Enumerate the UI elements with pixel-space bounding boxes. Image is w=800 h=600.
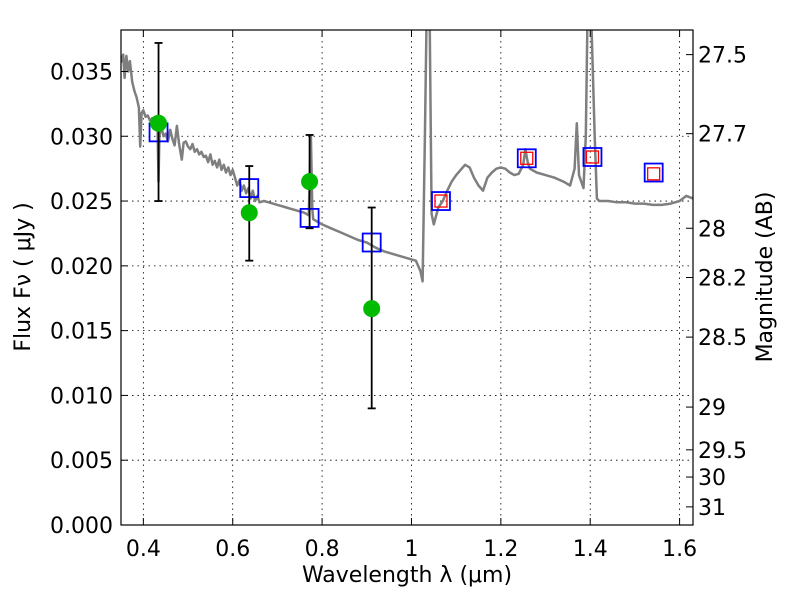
y2-tick-label: 28 — [698, 217, 726, 242]
predicted-square — [585, 150, 600, 164]
y2-axis-label: Magnitude (AB) — [753, 192, 778, 363]
y2-tick-label: 29.5 — [698, 439, 747, 464]
x-tick-labels: 0.4 0.6 0.8 1 1.2 1.4 1.6 — [126, 537, 697, 562]
y2-tick-labels: 27.5 27.7 28 28.2 28.5 29 29.530 31 — [698, 44, 747, 521]
y2-tick-label: 27.5 — [698, 44, 747, 69]
y-tick-labels: 0.000 0.005 0.010 0.015 0.020 0.025 0.030 0.035 — [50, 60, 113, 539]
x-tick-label: 0.4 — [126, 537, 161, 562]
y2-tick-label: 28.5 — [698, 326, 747, 351]
model-square — [516, 148, 537, 169]
x-tick-label: 1 — [404, 537, 418, 562]
y-tick-label: 0.035 — [50, 60, 113, 85]
y-tick-label: 0.015 — [50, 320, 113, 345]
y-tick-label: 0.025 — [50, 190, 113, 215]
y-tick-label: 0.010 — [50, 384, 113, 409]
y-tick-label: 0.005 — [50, 449, 113, 474]
marker-layer — [148, 42, 664, 410]
y2-tick-label: 31 — [698, 496, 726, 521]
ticks — [121, 30, 693, 526]
x-tick-label: 1.4 — [573, 537, 608, 562]
y2-tick-label: 27.7 — [698, 123, 747, 148]
x-axis-label: Wavelength λ (μm) — [302, 563, 512, 588]
y-tick-label: 0.000 — [50, 514, 113, 539]
y-tick-label: 0.020 — [50, 255, 113, 280]
x-tick-label: 1.6 — [662, 537, 697, 562]
y2-tick-label: 29 — [698, 396, 726, 421]
x-tick-label: 0.8 — [305, 537, 340, 562]
model-square — [643, 162, 664, 183]
plot-area — [121, 30, 693, 525]
model-square — [582, 147, 603, 167]
x-tick-label: 1.2 — [483, 537, 518, 562]
x-tick-label: 0.6 — [215, 537, 250, 562]
y-axis-label: Flux Fν ( μJy ) — [11, 202, 36, 351]
observed-point — [150, 114, 168, 132]
y2-tick-label: 28.2 — [698, 267, 747, 292]
y-tick-label: 0.030 — [50, 125, 113, 150]
observed-point — [363, 300, 381, 318]
grid — [121, 30, 693, 526]
predicted-square — [434, 194, 448, 208]
observed-point — [240, 204, 258, 222]
observed-point — [301, 173, 319, 191]
y2-tick-label: 30 — [698, 466, 726, 491]
model-square — [431, 191, 451, 211]
predicted-square — [520, 151, 534, 165]
predicted-square — [647, 167, 661, 181]
